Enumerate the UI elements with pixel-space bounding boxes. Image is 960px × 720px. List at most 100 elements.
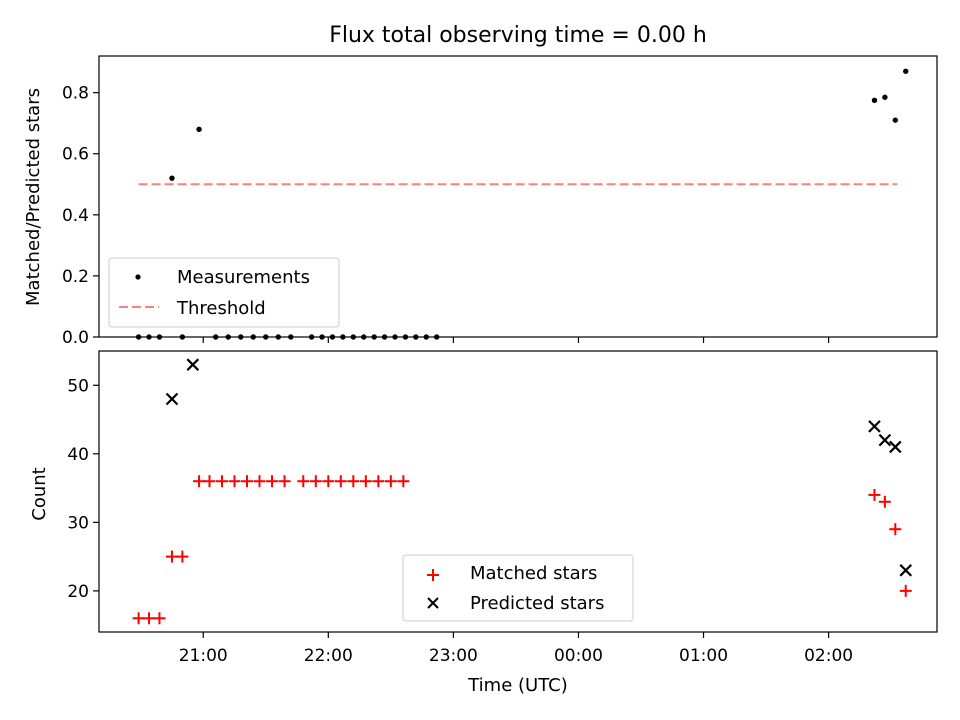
- measurement-point: [238, 334, 244, 340]
- legend-measurements-marker: [135, 274, 141, 280]
- top-axes: 0.00.20.40.60.8 Matched/Predicted stars …: [23, 55, 938, 348]
- measurement-point: [319, 334, 325, 340]
- matched-star-point: [334, 475, 347, 488]
- x-tick-label: 23:00: [429, 646, 478, 666]
- measurement-point: [250, 334, 256, 340]
- measurement-point: [882, 94, 888, 100]
- matched-star-point: [297, 475, 310, 488]
- measurement-point: [288, 334, 294, 340]
- x-axis-label: Time (UTC): [467, 675, 568, 696]
- matched-stars-points: [132, 475, 912, 625]
- measurement-point: [892, 117, 899, 123]
- matched-star-point: [143, 612, 156, 625]
- bottom-legend-box: [402, 554, 634, 622]
- measurement-point: [402, 334, 409, 340]
- measurement-point: [169, 175, 175, 181]
- top-x-ticks: [202, 337, 830, 343]
- top-y-tick-label: 0.0: [62, 328, 89, 348]
- measurement-point: [156, 334, 163, 340]
- top-legend-box: [108, 257, 340, 328]
- measurement-point: [434, 334, 440, 340]
- bottom-y-tick-label: 30: [67, 513, 89, 533]
- matched-star-point: [165, 550, 178, 563]
- measurement-point: [340, 334, 346, 340]
- legend-predicted-label: Predicted stars: [470, 593, 604, 614]
- bottom-y-ticks: 20 30 40 50: [67, 376, 99, 602]
- matched-star-point: [193, 475, 206, 488]
- bottom-y-tick-label: 50: [67, 376, 89, 396]
- matched-star-point: [372, 475, 385, 488]
- matched-star-point: [132, 612, 145, 625]
- bottom-y-tick-label: 40: [67, 445, 89, 465]
- matched-star-point: [397, 475, 410, 488]
- bottom-y-tick-label: 20: [67, 582, 89, 602]
- measurement-point: [361, 334, 367, 340]
- legend-matched-label: Matched stars: [470, 563, 597, 584]
- predicted-star-point: [868, 420, 881, 433]
- top-y-tick-label: 0.8: [62, 84, 89, 104]
- top-y-axis-label: Matched/Predicted stars: [23, 88, 44, 306]
- matched-star-point: [203, 475, 216, 488]
- matched-star-point: [215, 475, 228, 488]
- matched-star-point: [253, 475, 266, 488]
- matched-star-point: [228, 475, 241, 488]
- matched-star-point: [176, 550, 189, 563]
- matched-star-point: [322, 475, 335, 488]
- measurement-point: [413, 334, 419, 340]
- measurement-point: [135, 334, 142, 340]
- measurement-point: [213, 334, 219, 340]
- predicted-star-point: [165, 392, 179, 406]
- bottom-axes-frame: [98, 350, 938, 633]
- predicted-stars-points: [165, 358, 913, 577]
- x-tick-label: 21:00: [179, 646, 228, 666]
- bottom-x-ticks: 21:00 22:00 23:00 00:00 01:00 02:00: [179, 632, 853, 666]
- top-y-ticks: 0.0 0.2 0.4 0.6 0.8: [62, 84, 99, 348]
- measurement-point: [371, 334, 377, 340]
- matched-star-point: [384, 475, 397, 488]
- legend-predicted-marker: [427, 597, 439, 609]
- legend-threshold-label: Threshold: [176, 298, 266, 319]
- matched-star-point: [266, 475, 279, 488]
- predicted-star-point: [186, 358, 200, 371]
- x-tick-label: 00:00: [554, 646, 603, 666]
- measurement-point: [381, 334, 388, 340]
- measurement-point: [179, 334, 186, 340]
- bottom-legend: Matched stars Predicted stars: [402, 554, 634, 622]
- predicted-star-point: [878, 433, 892, 447]
- measurement-point: [308, 334, 315, 340]
- measurement-point: [871, 97, 878, 103]
- bottom-y-axis-label: Count: [29, 467, 50, 520]
- matched-star-point: [309, 475, 322, 488]
- matched-star-point: [359, 475, 372, 488]
- matched-star-point: [347, 475, 360, 488]
- matched-star-point: [889, 523, 902, 536]
- measurement-point: [275, 334, 281, 340]
- top-y-tick-label: 0.6: [62, 145, 89, 165]
- matched-star-point: [878, 495, 891, 508]
- top-legend: Measurements Threshold: [108, 257, 340, 328]
- measurement-point: [225, 334, 231, 340]
- measurement-point: [329, 334, 336, 340]
- legend-matched-marker: [427, 569, 439, 581]
- chart-title: Flux total observing time = 0.00 h: [329, 23, 707, 48]
- legend-measurements-label: Measurements: [177, 267, 310, 288]
- x-tick-label: 22:00: [304, 646, 353, 666]
- measurement-point: [196, 126, 202, 133]
- matched-star-point: [278, 475, 291, 488]
- x-tick-label: 02:00: [804, 646, 853, 666]
- matched-star-point: [241, 475, 254, 488]
- predicted-star-point: [899, 564, 913, 577]
- matched-star-point: [153, 612, 166, 625]
- measurement-points: [135, 68, 909, 340]
- measurement-point: [146, 334, 152, 340]
- top-y-tick-label: 0.2: [62, 267, 89, 287]
- top-y-tick-label: 0.4: [62, 206, 89, 226]
- top-axes-frame: [98, 55, 938, 338]
- measurement-point: [392, 334, 398, 340]
- x-tick-label: 01:00: [679, 646, 728, 666]
- matched-star-point: [899, 584, 912, 597]
- measurement-point: [903, 68, 909, 74]
- measurement-point: [423, 334, 429, 340]
